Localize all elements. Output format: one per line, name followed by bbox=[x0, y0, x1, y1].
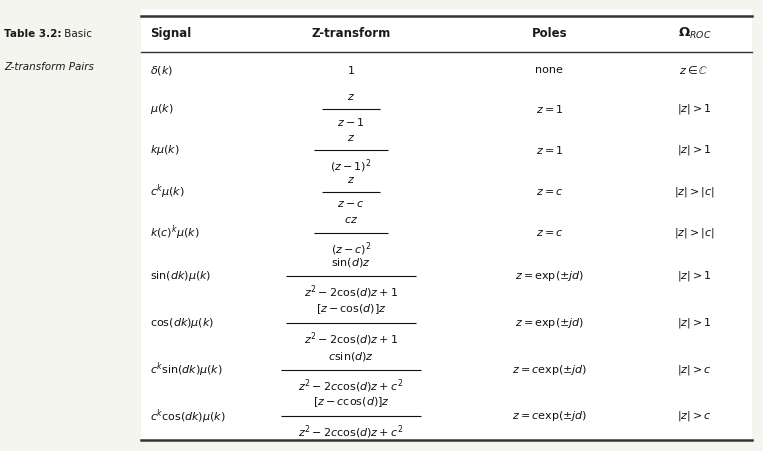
Text: $z = 1$: $z = 1$ bbox=[536, 103, 563, 115]
Text: Signal: Signal bbox=[150, 28, 192, 40]
Text: $z^2 - 2\cos(d)z + 1$: $z^2 - 2\cos(d)z + 1$ bbox=[304, 284, 398, 301]
Text: none: none bbox=[536, 65, 563, 75]
Text: $\delta(k)$: $\delta(k)$ bbox=[150, 64, 173, 77]
Text: $|z| > 1$: $|z| > 1$ bbox=[677, 269, 712, 283]
Text: $z^2 - 2c\cos(d)z + c^2$: $z^2 - 2c\cos(d)z + c^2$ bbox=[298, 423, 404, 441]
Text: $\sin(d)z$: $\sin(d)z$ bbox=[331, 256, 371, 269]
Text: $z = c\exp(\pm jd)$: $z = c\exp(\pm jd)$ bbox=[512, 363, 587, 377]
Text: $z = \exp(\pm jd)$: $z = \exp(\pm jd)$ bbox=[515, 269, 584, 283]
Text: Basic: Basic bbox=[61, 29, 92, 39]
Text: $|z| > c$: $|z| > c$ bbox=[677, 410, 712, 423]
Text: Z-transform: Z-transform bbox=[311, 28, 391, 40]
Text: $z = c$: $z = c$ bbox=[536, 187, 563, 197]
Text: $[z - c\cos(d)]z$: $[z - c\cos(d)]z$ bbox=[313, 396, 389, 409]
Text: $\sin(dk)\mu(k)$: $\sin(dk)\mu(k)$ bbox=[150, 269, 211, 283]
Text: $(z - c)^2$: $(z - c)^2$ bbox=[330, 240, 372, 258]
Text: $c^k\mu(k)$: $c^k\mu(k)$ bbox=[150, 183, 185, 201]
Text: Poles: Poles bbox=[532, 28, 567, 40]
Text: $c^k\sin(dk)\mu(k)$: $c^k\sin(dk)\mu(k)$ bbox=[150, 360, 223, 379]
Text: $|z| > 1$: $|z| > 1$ bbox=[677, 143, 712, 157]
Text: $z^2 - 2c\cos(d)z + c^2$: $z^2 - 2c\cos(d)z + c^2$ bbox=[298, 377, 404, 395]
Text: $z$: $z$ bbox=[347, 175, 355, 184]
Text: $(z - 1)^2$: $(z - 1)^2$ bbox=[330, 157, 372, 175]
Text: $\mathbf{\Omega}_{ROC}$: $\mathbf{\Omega}_{ROC}$ bbox=[678, 26, 711, 41]
Text: $z - c$: $z - c$ bbox=[337, 199, 365, 209]
Text: $z = c\exp(\pm jd)$: $z = c\exp(\pm jd)$ bbox=[512, 410, 587, 423]
Text: $z \in \mathbb{C}$: $z \in \mathbb{C}$ bbox=[680, 64, 709, 76]
Text: $|z| > c$: $|z| > c$ bbox=[677, 363, 712, 377]
Text: $|z| > 1$: $|z| > 1$ bbox=[677, 102, 712, 116]
Text: $1$: $1$ bbox=[347, 64, 355, 76]
Text: $z^2 - 2\cos(d)z + 1$: $z^2 - 2\cos(d)z + 1$ bbox=[304, 330, 398, 348]
Text: $z$: $z$ bbox=[347, 92, 355, 101]
Text: $|z| > 1$: $|z| > 1$ bbox=[677, 316, 712, 330]
Text: $[z - \cos(d)]z$: $[z - \cos(d)]z$ bbox=[316, 302, 386, 316]
Text: $c\sin(d)z$: $c\sin(d)z$ bbox=[328, 350, 374, 363]
Text: $cz$: $cz$ bbox=[344, 216, 358, 226]
Text: $z - 1$: $z - 1$ bbox=[337, 116, 365, 128]
Text: $\cos(dk)\mu(k)$: $\cos(dk)\mu(k)$ bbox=[150, 316, 214, 330]
Text: $k(c)^k\mu(k)$: $k(c)^k\mu(k)$ bbox=[150, 223, 200, 242]
Text: $z$: $z$ bbox=[347, 133, 355, 143]
Text: $z = c$: $z = c$ bbox=[536, 228, 563, 238]
Bar bbox=[141, 9, 752, 442]
Text: Z-transform Pairs: Z-transform Pairs bbox=[4, 62, 94, 72]
Text: Table 3.2:: Table 3.2: bbox=[4, 29, 61, 39]
Text: $z = \exp(\pm jd)$: $z = \exp(\pm jd)$ bbox=[515, 316, 584, 330]
Text: $c^k\cos(dk)\mu(k)$: $c^k\cos(dk)\mu(k)$ bbox=[150, 407, 226, 426]
Text: $|z| > |c|$: $|z| > |c|$ bbox=[674, 185, 715, 199]
Text: $\mu(k)$: $\mu(k)$ bbox=[150, 102, 174, 116]
Text: $k\mu(k)$: $k\mu(k)$ bbox=[150, 143, 180, 157]
Text: $z = 1$: $z = 1$ bbox=[536, 144, 563, 156]
Text: $|z| > |c|$: $|z| > |c|$ bbox=[674, 226, 715, 239]
